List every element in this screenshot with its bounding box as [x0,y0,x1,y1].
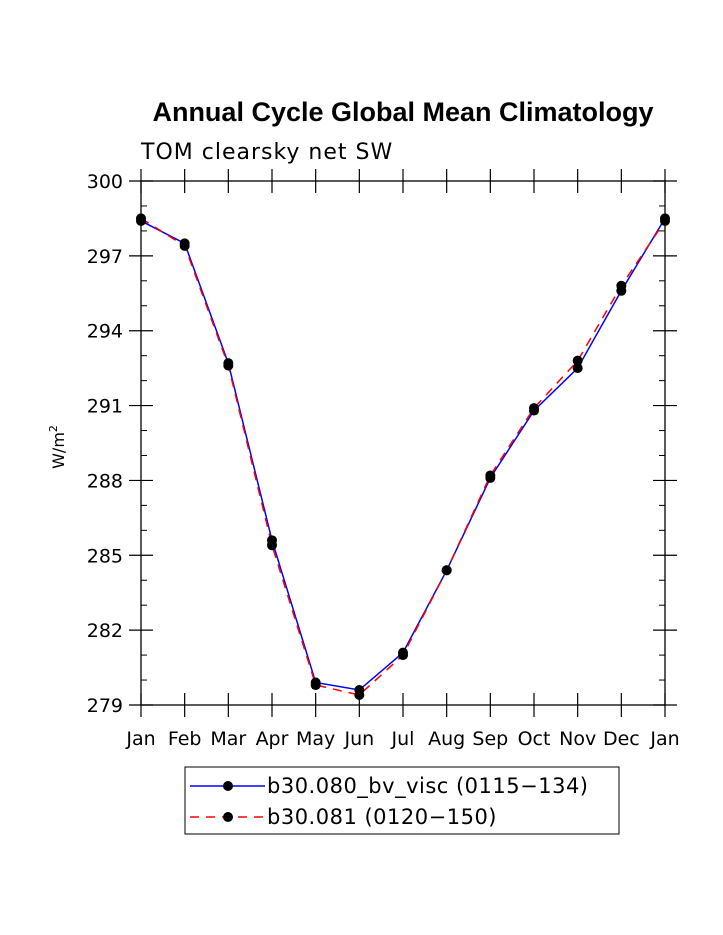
ytick-label: 285 [87,545,123,567]
data-point-series-1 [267,540,277,551]
ytick-label: 279 [87,695,123,717]
data-point-series-1 [310,680,321,691]
series-line-1 [140,217,666,696]
xtick-label: Nov [559,728,596,750]
data-point-series-1 [398,650,408,661]
ytick-label: 300 [87,171,123,193]
chart-subtitle: TOM clearsky net SW [140,140,393,165]
xtick-label: Sep [472,728,508,750]
x-tick-labels: Jan Feb Mar Apr May Jun Jul Aug Sep Oct Nov Dec Jan [125,728,679,750]
legend-box [184,766,620,835]
xtick-label: Jul [391,728,415,750]
y-axis-label-text: W/m [49,432,68,469]
ytick-label: 288 [87,470,123,492]
data-point-series-1 [485,470,496,481]
xtick-label: Feb [168,728,202,750]
xtick-label: Jan [649,728,679,750]
ytick-label: 291 [87,396,123,418]
legend-marker-series-1 [223,812,233,822]
ytick-label: 282 [87,620,123,642]
xtick-label: Jun [343,728,374,750]
data-point-series-1 [572,355,583,366]
data-point-series-0 [572,363,583,374]
plot-frame [140,180,666,706]
data-point-series-1 [223,360,234,371]
axis-ticks [129,169,677,717]
xtick-label: Mar [210,728,246,750]
chart-title: Annual Cycle Global Mean Climatology [152,97,653,127]
data-point-series-1 [616,280,627,291]
legend-marker-series-0 [223,781,233,791]
data-point-series-1 [354,690,365,701]
xtick-label: Aug [428,728,465,750]
series-layer [136,213,670,701]
y-axis-label: W/m2 [47,425,68,469]
y-tick-labels: 279 282 285 288 291 294 297 300 [87,171,123,717]
xtick-label: Dec [603,728,640,750]
xtick-label: Jan [125,728,155,750]
legend-label-series-1: b30.081 (0120−150) [267,805,497,829]
data-point-series-1 [441,565,452,576]
y-axis-label-superscript: 2 [47,425,60,432]
ytick-label: 297 [87,246,123,268]
xtick-label: May [296,728,335,750]
data-point-series-1 [529,403,539,414]
xtick-label: Oct [518,728,551,750]
data-point-series-1 [179,240,190,251]
series-line-0 [140,218,666,691]
ytick-label: 294 [87,321,123,343]
legend: b30.080_bv_visc (0115−134) b30.081 (0120… [184,766,620,835]
legend-label-series-0: b30.080_bv_visc (0115−134) [267,774,589,799]
xtick-label: Apr [256,728,289,750]
